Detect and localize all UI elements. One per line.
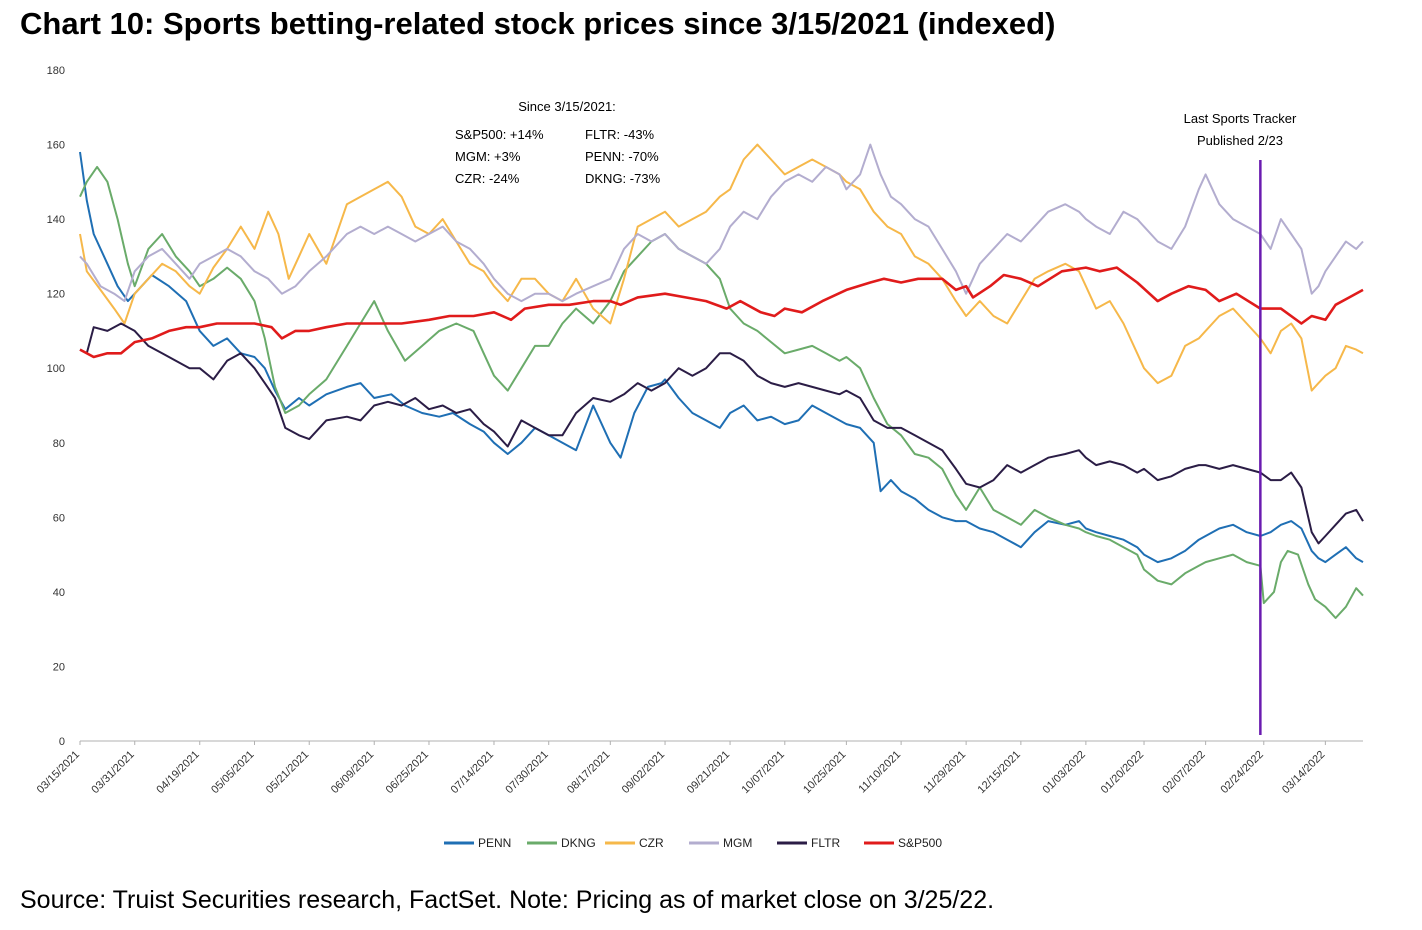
y-tick-label: 160 (47, 140, 65, 152)
series-line-dkng (79, 165, 1364, 619)
y-tick-label: 80 (53, 438, 65, 450)
source-note: Source: Truist Securities research, Fact… (20, 886, 995, 914)
chart-canvas: 0 20 40 60 80 100 120 140 160 180 03/15/2021 03/31… (35, 65, 1364, 850)
x-tick-label: 07/30/2021 (503, 749, 550, 796)
series-line-penn (79, 151, 1364, 564)
x-tick-label: 09/21/2021 (685, 749, 732, 796)
x-tick-label: 06/09/2021 (329, 749, 376, 796)
x-tick-label: 09/02/2021 (620, 749, 667, 796)
x-tick-label: 01/20/2022 (1099, 749, 1146, 796)
legend-label: S&P500 (898, 836, 942, 850)
marker-label-line: Last Sports Tracker (1184, 111, 1297, 126)
y-tick-label: 20 (53, 661, 65, 673)
series-lines (79, 143, 1364, 619)
marker-label-line: Published 2/23 (1197, 133, 1283, 148)
legend-label: MGM (723, 836, 752, 850)
chart-title: Chart 10: Sports betting-related stock p… (20, 6, 1056, 41)
summary-right-line: PENN: -70% (585, 149, 659, 164)
legend-label: DKNG (561, 836, 596, 850)
series-line-fltr (79, 322, 1364, 545)
x-tick-label: 03/14/2022 (1280, 749, 1327, 796)
x-tick-label: 03/31/2021 (89, 749, 136, 796)
summary-heading: Since 3/15/2021: (518, 99, 616, 114)
x-tick-label: 12/15/2021 (976, 749, 1023, 796)
x-tick-label: 02/24/2022 (1218, 749, 1265, 796)
summary-right-line: DKNG: -73% (585, 171, 661, 186)
y-tick-label: 60 (53, 512, 65, 524)
x-axis: 03/15/2021 03/31/2021 04/19/2021 05/05/2021… (35, 740, 1363, 796)
summary-left-line: CZR: -24% (455, 171, 520, 186)
marker-annotation: Last Sports Tracker Published 2/23 (1184, 111, 1297, 148)
summary-right-line: FLTR: -43% (585, 127, 655, 142)
x-tick-label: 07/14/2021 (449, 749, 496, 796)
series-line-mgm (79, 143, 1364, 303)
legend-label: CZR (639, 836, 664, 850)
x-tick-label: 11/29/2021 (921, 749, 968, 796)
summary-left-line: MGM: +3% (455, 149, 521, 164)
x-tick-label: 05/21/2021 (264, 749, 311, 796)
x-tick-label: 04/19/2021 (154, 749, 201, 796)
x-tick-label: 06/25/2021 (384, 749, 431, 796)
series-line-sp500 (79, 266, 1364, 359)
x-tick-label: 11/10/2021 (856, 749, 903, 796)
legend-label: FLTR (811, 836, 840, 850)
series-line-czr (79, 143, 1364, 392)
x-tick-label: 10/07/2021 (739, 749, 786, 796)
legend: PENN DKNG CZR MGM FLTR S&P500 (444, 836, 942, 850)
y-tick-label: 100 (47, 363, 65, 375)
x-tick-label: 02/07/2022 (1160, 749, 1207, 796)
y-tick-label: 40 (53, 587, 65, 599)
x-tick-label: 10/25/2021 (801, 749, 848, 796)
x-tick-label: 03/15/2021 (35, 749, 82, 796)
y-tick-label: 120 (47, 289, 65, 301)
summary-left-line: S&P500: +14% (455, 127, 544, 142)
y-axis: 0 20 40 60 80 100 120 140 160 180 (47, 65, 65, 748)
y-tick-label: 180 (47, 65, 65, 77)
y-tick-label: 140 (47, 214, 65, 226)
x-tick-label: 08/17/2021 (565, 749, 612, 796)
summary-annotation: Since 3/15/2021: S&P500: +14% MGM: +3% C… (455, 99, 661, 186)
y-tick-label: 0 (59, 736, 65, 748)
x-tick-label: 05/05/2021 (209, 749, 256, 796)
legend-label: PENN (478, 836, 511, 850)
x-tick-label: 01/03/2022 (1041, 749, 1088, 796)
